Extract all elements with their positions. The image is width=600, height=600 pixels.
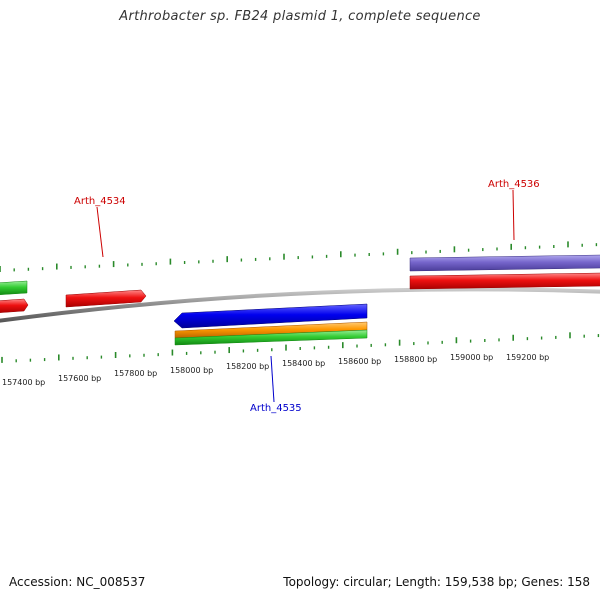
gene-arth-4535[interactable]: [173, 303, 368, 329]
gene-arth-4534[interactable]: [65, 289, 147, 308]
scale-ticks-outer: [0, 241, 598, 272]
scale-label: 159000 bp: [450, 353, 493, 362]
scale-labels: 157400 bp 157600 bp 157800 bp 158000 bp …: [2, 353, 549, 387]
scale-label: 159200 bp: [506, 353, 549, 362]
scale-label: 158000 bp: [170, 366, 213, 375]
accession-text: Accession: NC_008537: [9, 575, 146, 589]
gene-arth-4536[interactable]: [409, 254, 600, 272]
scale-label: 158600 bp: [338, 357, 381, 366]
gene-label-arth-4535[interactable]: Arth_4535: [250, 403, 302, 414]
scale-ticks-inner: [1, 332, 600, 363]
gene-left-red[interactable]: [0, 298, 29, 313]
leader-line-arth-4536: [512, 189, 515, 241]
scale-label: 158200 bp: [226, 362, 269, 371]
scale-label: 158400 bp: [282, 359, 325, 368]
gene-left-green[interactable]: [0, 280, 28, 295]
leader-line-arth-4535: [270, 355, 275, 403]
scale-label: 157600 bp: [58, 374, 101, 383]
gene-arth-4535-green[interactable]: [174, 329, 368, 346]
scale-label: 157800 bp: [114, 369, 157, 378]
scale-label: 158800 bp: [394, 355, 437, 364]
scale-label: 157400 bp: [2, 378, 45, 387]
gene-arth-4536-red[interactable]: [409, 272, 600, 290]
gene-label-arth-4536[interactable]: Arth_4536: [488, 179, 540, 190]
gene-label-arth-4534[interactable]: Arth_4534: [74, 196, 126, 207]
leader-line-arth-4534: [96, 206, 104, 258]
topology-summary: Topology: circular; Length: 159,538 bp; …: [283, 575, 590, 589]
plasmid-backbone: [0, 287, 600, 323]
map-title: Arthrobacter sp. FB24 plasmid 1, complet…: [119, 9, 481, 24]
